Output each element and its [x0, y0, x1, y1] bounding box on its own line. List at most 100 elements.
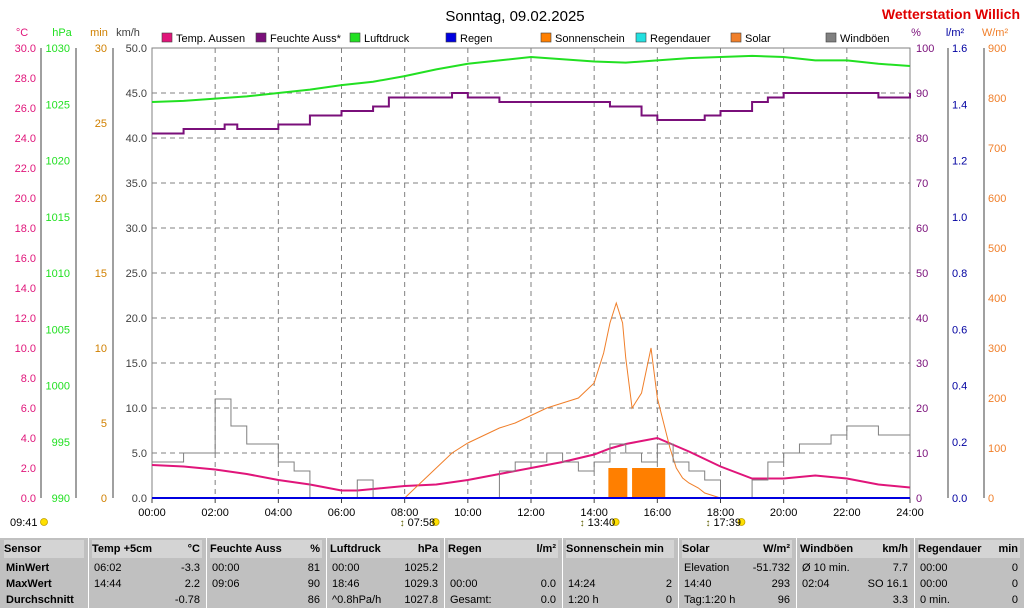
- sun-marker-dot: [431, 518, 440, 526]
- stats-cell-value: 2.2: [184, 578, 200, 590]
- time-markers: 09:41 ↕ 07:58 ↕ 13:40 ↕ 17:39: [10, 517, 746, 529]
- stats-cell-value: 0.0: [540, 578, 556, 590]
- axis-tick-label-temp_c: 10.0: [15, 343, 36, 355]
- stats-cell-value: 0: [1011, 578, 1018, 590]
- stats-cell-label: 14:44: [94, 578, 122, 590]
- stats-row: 18:46 1029.3: [330, 576, 440, 592]
- axis-tick-label-humidity: 30: [916, 358, 928, 370]
- stats-divider: [914, 538, 915, 608]
- axis-tick-label-solar: 200: [988, 393, 1006, 405]
- axis-tick-label-solar: 500: [988, 243, 1006, 255]
- axis-tick-label-solar: 400: [988, 293, 1006, 305]
- stats-cell-label: Durchschnitt: [6, 594, 74, 606]
- stats-row: -0.78: [92, 592, 202, 608]
- axis-tick-label-minutes: 30: [95, 43, 107, 55]
- stats-column-header: Solar W/m²: [682, 540, 792, 558]
- axis-tick-label-minutes: 0: [101, 493, 107, 505]
- stats-row: Gesamt: 0.0: [448, 592, 558, 608]
- stats-column-header: Regen l/m²: [448, 540, 558, 558]
- stats-row: [448, 560, 558, 576]
- stats-row: 00:00 81: [210, 560, 322, 576]
- stats-divider: [444, 538, 445, 608]
- axis-tick-label-rain: 1.2: [952, 156, 967, 168]
- stats-header-unit: °C: [187, 543, 200, 555]
- axis-tick-label-humidity: 0: [916, 493, 922, 505]
- axis-tick-label-pressure: 1000: [46, 381, 70, 393]
- stats-row: [566, 560, 674, 576]
- series-line-luftdruck: [151, 54, 911, 103]
- axis-tick-label-wind: 15.0: [126, 358, 147, 370]
- stats-cell-value: 0: [1011, 594, 1018, 606]
- marker-arrow: ↕: [580, 518, 585, 529]
- stats-row: 3.3: [800, 592, 910, 608]
- stats-cell-label: MinWert: [6, 562, 50, 574]
- stats-cell-value: 7.7: [892, 562, 908, 574]
- stats-cell-value: SO 16.1: [867, 578, 908, 590]
- stats-header-title: Feuchte Auss: [210, 543, 282, 555]
- stats-row: ^0.8hPa/h 1027.8: [330, 592, 440, 608]
- series-line-feuchte-auss-: [152, 92, 911, 135]
- axis-tick-label-pressure: 1025: [46, 99, 70, 111]
- stats-cell-value: 90: [307, 578, 320, 590]
- axis-tick-label-temp_c: 6.0: [21, 403, 36, 415]
- stats-cell-label: 00:00: [450, 578, 478, 590]
- axis-tick-label-humidity: 10: [916, 448, 928, 460]
- axis-unit-humidity: %: [911, 27, 921, 39]
- axis-tick-label-wind: 20.0: [126, 313, 147, 325]
- axis-tick-label-wind: 45.0: [126, 88, 147, 100]
- stats-cell-value: 1027.8: [404, 594, 438, 606]
- stats-cell-label: 06:02: [94, 562, 122, 574]
- stats-divider: [562, 538, 563, 608]
- axis-tick-label-wind: 40.0: [126, 133, 147, 145]
- axis-tick-label-temp_c: 4.0: [21, 433, 36, 445]
- axis-unit-rain: l/m²: [946, 27, 965, 39]
- stats-row: 06:02 -3.3: [92, 560, 202, 576]
- axis-tick-label-temp_c: 22.0: [15, 163, 36, 175]
- x-tick-label: 12:00: [517, 507, 545, 519]
- axis-tick-label-pressure: 1020: [46, 156, 70, 168]
- x-tick-label: 24:00: [896, 507, 924, 519]
- legend-label: Sonnenschein: [555, 33, 625, 45]
- axis-tick-label-wind: 25.0: [126, 268, 147, 280]
- axis-tick-label-wind: 35.0: [126, 178, 147, 190]
- axis-tick-label-temp_c: 14.0: [15, 283, 36, 295]
- stats-cell-label: 14:24: [568, 578, 596, 590]
- stats-column: Temp +5cm °C 06:02 -3.3 14:44 2.2 -0.78: [88, 538, 206, 608]
- sun-marker-dot: [737, 518, 746, 526]
- legend-swatch: [540, 32, 552, 43]
- axis-tick-label-pressure: 995: [52, 437, 70, 449]
- stats-column: Regen l/m² 00:00 0.0 Gesamt: 0.0: [444, 538, 562, 608]
- grid-layer: [151, 47, 911, 499]
- stats-cell-value: 2: [665, 578, 672, 590]
- stats-cell-value: 3.3: [892, 594, 908, 606]
- axis-tick-label-humidity: 60: [916, 223, 928, 235]
- chart-canvas: Sonntag, 09.02.2025 Wetterstation Willic…: [10, 6, 1020, 529]
- axis-tick-label-humidity: 80: [916, 133, 928, 145]
- sunshine-bar: [632, 468, 666, 498]
- x-tick-label: 08:00: [391, 507, 419, 519]
- marker-arrow: ↕: [400, 518, 405, 529]
- stats-header-unit: min: [998, 543, 1018, 555]
- legend-swatch: [635, 32, 647, 43]
- stats-cell-value: 293: [771, 578, 790, 590]
- stats-table: Sensor MinWert MaxWert Durchschnitt Temp +5c…: [0, 538, 1024, 608]
- stats-header-title: Regendauer: [918, 543, 982, 555]
- stats-column-header: Sensor: [4, 540, 84, 558]
- axis-tick-label-rain: 1.0: [952, 212, 967, 224]
- axis-tick-label-solar: 800: [988, 93, 1006, 105]
- stats-cell-label: Gesamt:: [450, 594, 492, 606]
- sunshine-bar: [608, 468, 628, 498]
- axis-tick-label-minutes: 25: [95, 118, 107, 130]
- stats-cell-label: 18:46: [332, 578, 360, 590]
- series-line-windb-en: [152, 398, 911, 499]
- stats-row: Elevation -51.732: [682, 560, 792, 576]
- axis-unit-minutes: min: [90, 27, 108, 39]
- stats-row: MaxWert: [4, 576, 84, 592]
- stats-header-unit: %: [310, 543, 320, 555]
- stats-header-title: Windböen: [800, 543, 854, 555]
- time-marker-label: 09:41: [10, 517, 38, 529]
- axis-tick-label-pressure: 1030: [46, 43, 70, 55]
- axis-tick-label-temp_c: 26.0: [15, 103, 36, 115]
- stats-cell-value: 86: [307, 594, 320, 606]
- axes-layer: 30.0 28.0 26.0 24.0 22.0 20.0 18.0 16.0 14.0 12.0…: [15, 27, 1009, 519]
